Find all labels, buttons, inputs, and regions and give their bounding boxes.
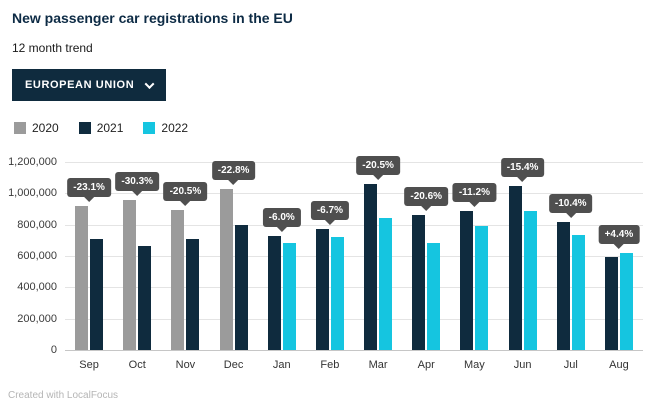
change-badge-Oct: -30.3% — [115, 172, 160, 192]
y-axis-tick-label: 0 — [50, 344, 57, 356]
legend-swatch-2020 — [14, 122, 26, 134]
x-axis-label-Dec: Dec — [223, 359, 244, 371]
bar-2021-Nov[interactable] — [186, 238, 200, 350]
legend: 2020 2021 2022 — [14, 121, 188, 135]
x-axis-label-Jun: Jun — [513, 359, 532, 371]
legend-item-2022: 2022 — [143, 121, 188, 135]
credit-text: Created with LocalFocus — [8, 390, 119, 401]
legend-label-2022: 2022 — [161, 121, 189, 135]
bar-2021-Feb[interactable] — [315, 229, 329, 350]
bar-2022-May[interactable] — [475, 226, 489, 350]
x-axis-label-Jan: Jan — [272, 359, 291, 371]
bar-2020-Sep[interactable] — [75, 205, 89, 350]
bar-chart: -23.1% -30.3% -20.5% -22.8% -6.0% -6.7% -20.5%… — [0, 150, 654, 382]
bar-group-Sep: -23.1% — [65, 162, 113, 350]
x-axis-label-Mar: Mar — [368, 359, 388, 371]
gridline-1200000 — [65, 162, 643, 163]
change-badge-Jun: -15.4% — [500, 158, 545, 178]
bar-2021-Jun[interactable] — [508, 186, 522, 350]
legend-label-2021: 2021 — [96, 121, 124, 135]
gridline-0 — [65, 350, 643, 351]
bar-2022-Aug[interactable] — [619, 252, 633, 350]
y-axis-tick-label: 1,000,000 — [8, 187, 57, 200]
change-badge-Apr: -20.6% — [404, 187, 449, 207]
bar-2021-Jul[interactable] — [556, 221, 570, 350]
bar-group-Mar: -20.5% — [354, 155, 402, 350]
gridline-600000 — [65, 256, 643, 257]
bar-2021-Apr[interactable] — [412, 215, 426, 350]
bar-2021-Mar[interactable] — [364, 183, 378, 350]
legend-item-2020: 2020 — [14, 121, 59, 135]
bar-2021-Jan[interactable] — [267, 236, 281, 350]
region-dropdown-label: EUROPEAN UNION — [25, 79, 135, 91]
bar-group-Jun: -15.4% — [499, 158, 547, 350]
y-axis-tick-label: 800,000 — [17, 218, 57, 231]
plot-area: -23.1% -30.3% -20.5% -22.8% -6.0% -6.7% -20.5%… — [65, 155, 643, 351]
bar-2022-Jun[interactable] — [523, 211, 537, 350]
change-badge-Jul: -10.4% — [548, 193, 593, 213]
gridline-400000 — [65, 287, 643, 289]
bar-group-Aug: +4.4% — [595, 162, 643, 350]
gridline-800000 — [65, 224, 643, 226]
bar-2020-Nov[interactable] — [171, 209, 185, 350]
chevron-down-icon — [144, 78, 155, 89]
change-badge-Mar: -20.5% — [356, 155, 400, 175]
bar-2021-Aug[interactable] — [604, 256, 618, 350]
x-axis-label-Nov: Nov — [175, 359, 196, 371]
page-subtitle: 12 month trend — [12, 41, 93, 55]
bar-2022-Mar[interactable] — [379, 217, 393, 350]
x-axis-label-Sep: Sep — [79, 359, 99, 371]
legend-item-2021: 2021 — [78, 121, 124, 135]
bar-group-May: -11.2% — [450, 162, 498, 350]
bar-2022-Jan[interactable] — [282, 243, 296, 350]
x-axis-label-Aug: Aug — [609, 359, 629, 371]
change-badge-Sep: -23.1% — [67, 177, 111, 197]
legend-swatch-2021 — [78, 122, 91, 134]
bar-2021-May[interactable] — [460, 210, 474, 350]
legend-swatch-2022 — [143, 122, 156, 134]
x-axis-label-May: May — [464, 359, 485, 371]
y-axis-tick-label: 600,000 — [17, 250, 57, 262]
bar-group-Feb: -6.7% — [306, 162, 354, 350]
gridline-1000000 — [65, 193, 643, 195]
change-badge-Aug: +4.4% — [598, 224, 640, 244]
bar-group-Dec: -22.8% — [210, 160, 258, 350]
bar-2022-Jul[interactable] — [571, 234, 585, 350]
y-axis-tick-label: 400,000 — [17, 281, 57, 294]
bar-group-Oct: -30.3% — [113, 162, 161, 350]
region-dropdown[interactable]: EUROPEAN UNION — [12, 69, 167, 101]
y-axis-tick-label: 1,200,000 — [8, 156, 57, 168]
x-axis-label-Apr: Apr — [417, 359, 435, 371]
x-axis-label-Jul: Jul — [563, 359, 578, 371]
bar-group-Nov: -20.5% — [161, 162, 209, 350]
page-title: New passenger car registrations in the E… — [12, 10, 293, 26]
bar-2021-Sep[interactable] — [90, 238, 104, 350]
legend-label-2020: 2020 — [32, 121, 59, 135]
change-badge-Feb: -6.7% — [310, 201, 349, 221]
x-axis-label-Feb: Feb — [320, 359, 340, 371]
y-axis-tick-label: 200,000 — [17, 312, 57, 325]
bar-2020-Dec[interactable] — [219, 188, 233, 350]
bar-2022-Apr[interactable] — [427, 242, 441, 350]
bar-group-Jan: -6.0% — [258, 162, 306, 350]
bar-group-Apr: -20.6% — [402, 162, 450, 350]
bar-2021-Dec[interactable] — [234, 225, 248, 350]
x-axis-label-Oct: Oct — [128, 359, 146, 371]
bar-2020-Oct[interactable] — [123, 200, 137, 350]
change-badge-Nov: -20.5% — [163, 181, 208, 201]
bar-2021-Oct[interactable] — [138, 245, 152, 350]
change-badge-Jan: -6.0% — [262, 208, 301, 228]
gridline-200000 — [65, 318, 643, 320]
change-badge-May: -11.2% — [452, 182, 496, 202]
bar-group-Jul: -10.4% — [547, 162, 595, 350]
change-badge-Dec: -22.8% — [211, 160, 256, 180]
bar-2022-Feb[interactable] — [330, 237, 344, 350]
